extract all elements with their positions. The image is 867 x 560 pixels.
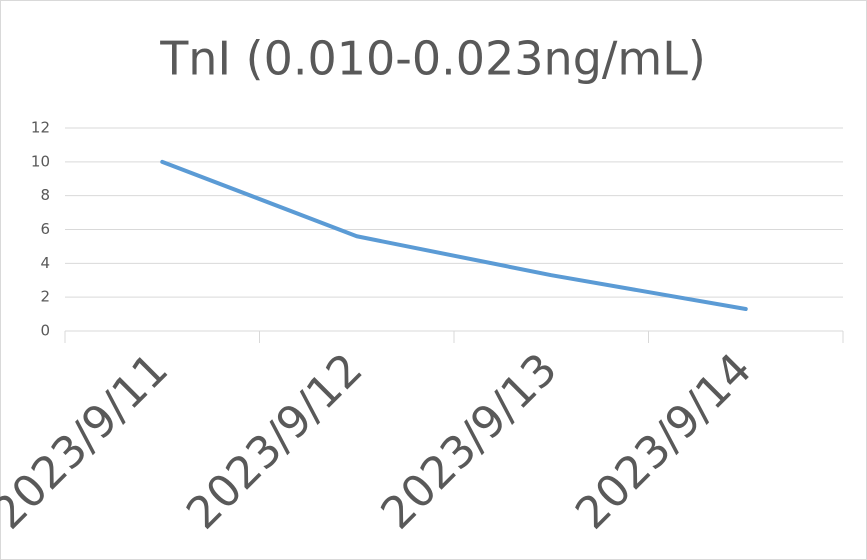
y-tick-label: 4 xyxy=(40,254,50,272)
y-tick-label: 8 xyxy=(40,186,50,204)
y-tick-label: 2 xyxy=(40,288,50,306)
y-tick-label: 0 xyxy=(40,322,50,340)
y-tick-label: 6 xyxy=(40,220,50,238)
line xyxy=(160,159,748,312)
y-tick-label: 10 xyxy=(31,152,50,170)
chart-title: TnI (0.010-0.023ng/mL) xyxy=(159,32,706,86)
y-tick-label: 12 xyxy=(31,119,50,137)
